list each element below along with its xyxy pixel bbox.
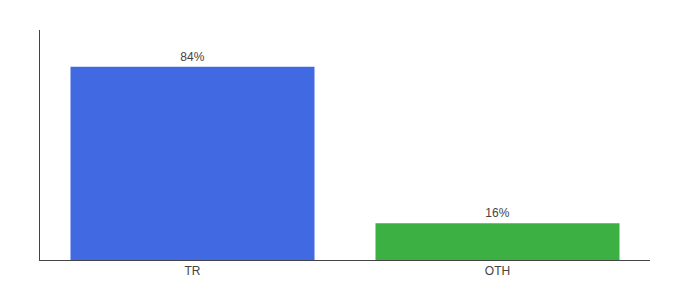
svg-text:16%: 16% (485, 206, 509, 220)
svg-text:84%: 84% (180, 50, 204, 64)
svg-text:OTH: OTH (485, 264, 510, 278)
svg-text:TR: TR (185, 264, 201, 278)
